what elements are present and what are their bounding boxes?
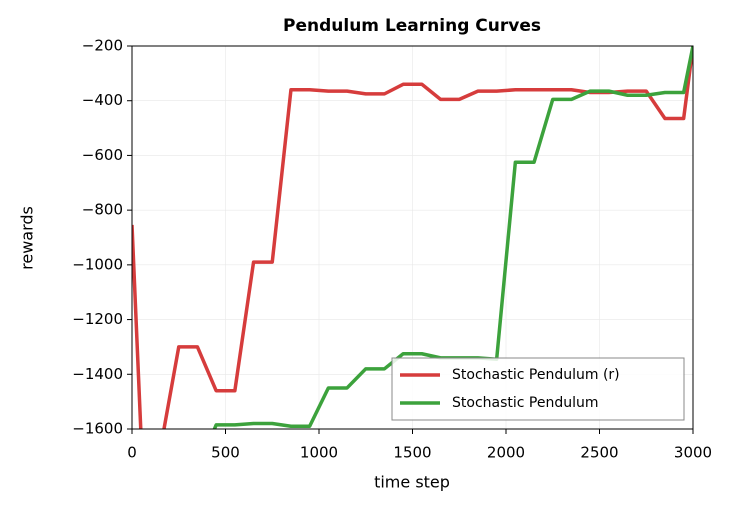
y-tick-label: −400	[82, 91, 123, 109]
grid	[131, 45, 694, 430]
x-tick-label: 500	[211, 444, 240, 462]
x-tick-label: 0	[127, 444, 137, 462]
data-line	[212, 46, 693, 429]
x-tick-label: 2000	[487, 444, 525, 462]
x-tick-label: 1000	[300, 444, 338, 462]
chart-title: Pendulum Learning Curves	[283, 16, 541, 36]
x-axis-label: time step	[374, 473, 450, 492]
x-tick-label: 2500	[580, 444, 618, 462]
ticks: 0 500 1000 1500 2000 2500 3000 −1600 −1400 −1200 −…	[72, 37, 712, 462]
x-tick-label: 3000	[674, 444, 712, 462]
legend-label: Stochastic Pendulum (r)	[452, 367, 620, 383]
x-tick-label: 1500	[393, 444, 431, 462]
legend: Stochastic Pendulum (r) Stochastic Pendul…	[391, 357, 685, 421]
legend-label: Stochastic Pendulum	[452, 395, 599, 411]
y-tick-label: −200	[82, 37, 123, 55]
y-tick-label: −1200	[72, 310, 123, 328]
y-tick-label: −1600	[72, 420, 123, 438]
y-tick-label: −800	[82, 201, 123, 219]
y-axis-label: rewards	[18, 206, 37, 270]
y-tick-label: −1000	[72, 255, 123, 273]
legend-box	[391, 357, 685, 421]
y-tick-label: −600	[82, 146, 123, 164]
plot-area	[132, 46, 693, 429]
y-tick-label: −1400	[72, 365, 123, 383]
